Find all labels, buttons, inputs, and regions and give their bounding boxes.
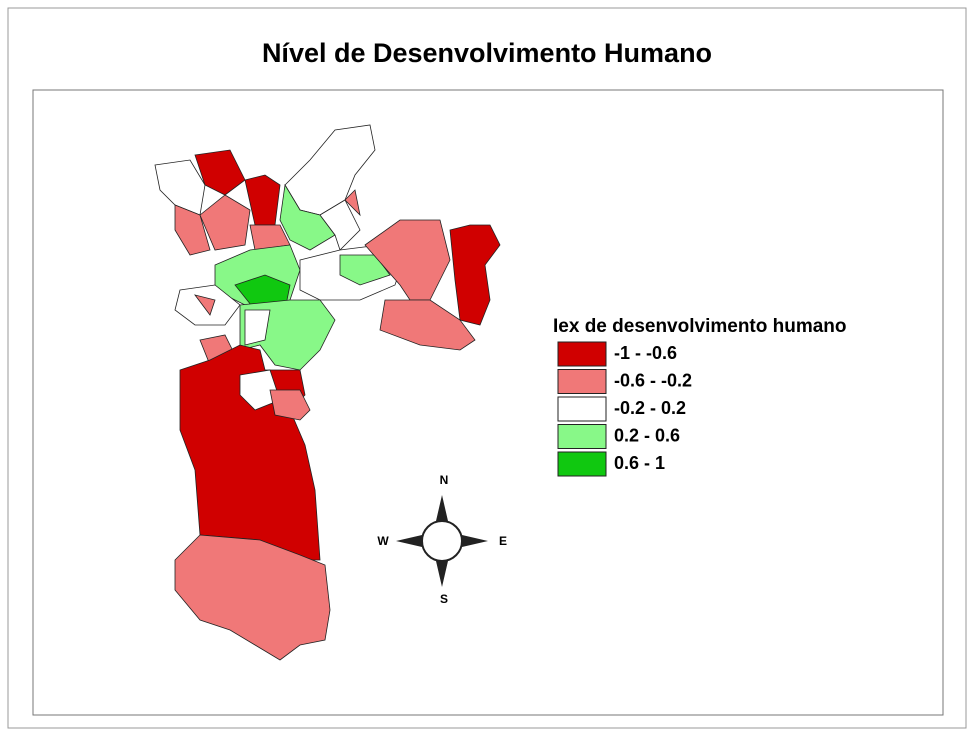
legend-label: -0.6 - -0.2	[614, 370, 692, 390]
district	[239, 369, 281, 411]
legend-swatch	[557, 424, 607, 449]
legend-swatch	[557, 451, 607, 477]
district	[269, 389, 311, 421]
compass-needle	[436, 495, 448, 521]
district	[319, 199, 361, 251]
compass-w: W	[377, 534, 389, 548]
districts	[154, 124, 501, 661]
legend-swatch	[557, 341, 607, 367]
outer-frame	[7, 7, 967, 729]
compass-e: E	[499, 534, 507, 548]
compass-s: S	[440, 592, 448, 606]
compass-ring	[421, 520, 463, 562]
district	[364, 219, 451, 301]
legend-swatch	[557, 396, 607, 422]
district	[199, 194, 251, 251]
legend-label: 0.2 - 0.6	[614, 425, 680, 445]
legend: -1 - -0.6 -0.6 - -0.2 -0.2 - 0.2 0.2 - 0.6 0…	[557, 341, 692, 477]
map-frame	[32, 89, 944, 716]
district	[379, 299, 476, 351]
district	[244, 309, 271, 346]
district	[174, 204, 211, 256]
district	[449, 224, 501, 326]
district	[194, 149, 246, 196]
legend-label: -0.2 - 0.2	[614, 398, 686, 418]
district	[279, 183, 336, 251]
district	[194, 294, 216, 316]
district	[339, 254, 391, 286]
title: Nível de Desenvolvimento Humano	[262, 38, 712, 68]
compass-needle	[436, 561, 448, 587]
district	[244, 174, 281, 226]
compass-n: N	[440, 473, 449, 487]
district	[174, 534, 331, 661]
district	[344, 189, 361, 217]
compass-needle	[396, 535, 422, 547]
legend-swatch	[557, 369, 607, 394]
legend-label: -1 - -0.6	[614, 343, 677, 363]
compass-needle	[462, 535, 488, 547]
legend-title: Iex de desenvolvimento humano	[553, 316, 847, 337]
legend-label: 0.6 - 1	[614, 453, 665, 473]
compass: N S W E	[377, 473, 507, 606]
